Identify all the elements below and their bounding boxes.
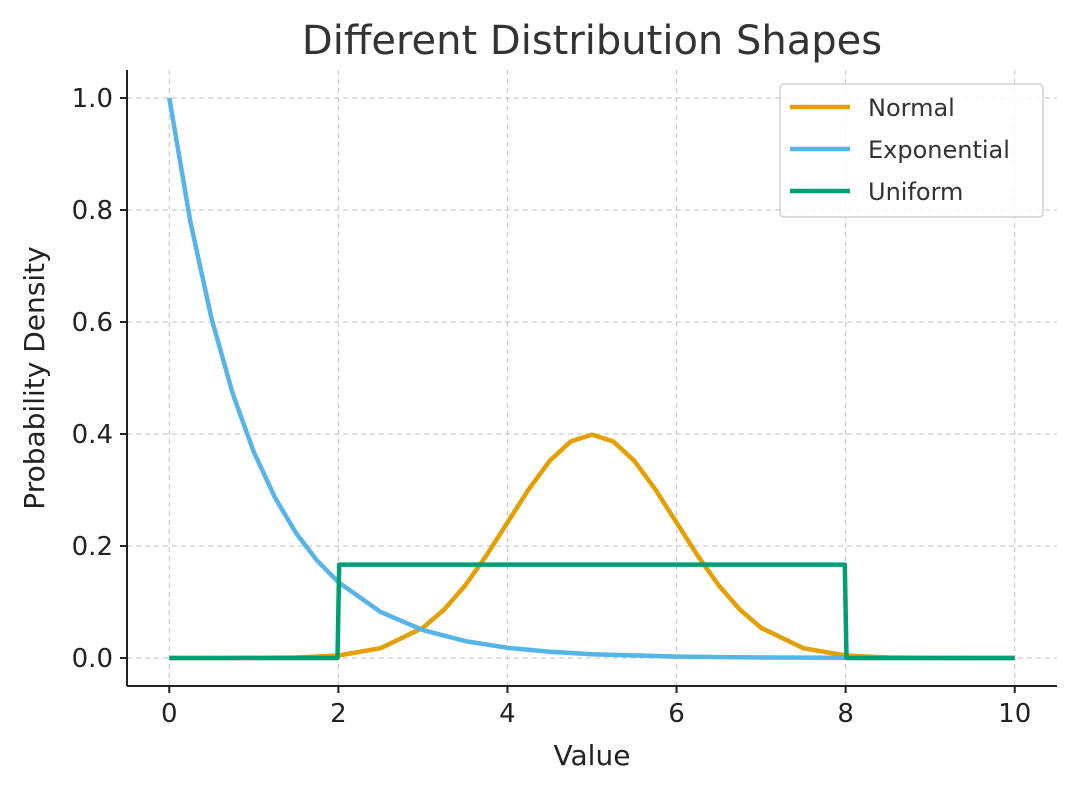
series-line-normal — [169, 432, 1015, 661]
y-axis-ticks: 0.0 0.2 0.4 0.6 0.8 1.0 — [72, 84, 127, 674]
y-tick-label: 0.6 — [72, 308, 113, 338]
y-tick-label: 1.0 — [72, 84, 113, 114]
x-tick-label: 0 — [161, 699, 178, 729]
y-tick-label: 0.2 — [72, 532, 113, 562]
x-tick-label: 4 — [499, 699, 516, 729]
y-tick-label: 0.4 — [72, 420, 113, 450]
legend: Normal Exponential Uniform — [779, 83, 1044, 218]
x-tick-label: 2 — [330, 699, 347, 729]
legend-label-uniform: Uniform — [868, 178, 963, 206]
x-tick-label: 10 — [998, 699, 1031, 729]
legend-frame — [779, 83, 1044, 218]
series-lines — [167, 97, 1015, 661]
x-tick-label: 6 — [668, 699, 685, 729]
series-line-exponential — [167, 97, 1015, 661]
y-tick-label: 0.8 — [72, 196, 113, 226]
y-axis-label: Probability Density — [18, 246, 51, 509]
series-line-uniform — [169, 562, 1015, 661]
chart-title: Different Distribution Shapes — [302, 18, 882, 64]
x-axis-label: Value — [554, 739, 631, 772]
x-axis-ticks: 0 2 4 6 8 10 — [161, 686, 1031, 729]
legend-label-exponential: Exponential — [868, 136, 1010, 164]
y-tick-label: 0.0 — [72, 644, 113, 674]
legend-label-normal: Normal — [868, 94, 955, 122]
x-tick-label: 8 — [837, 699, 854, 729]
